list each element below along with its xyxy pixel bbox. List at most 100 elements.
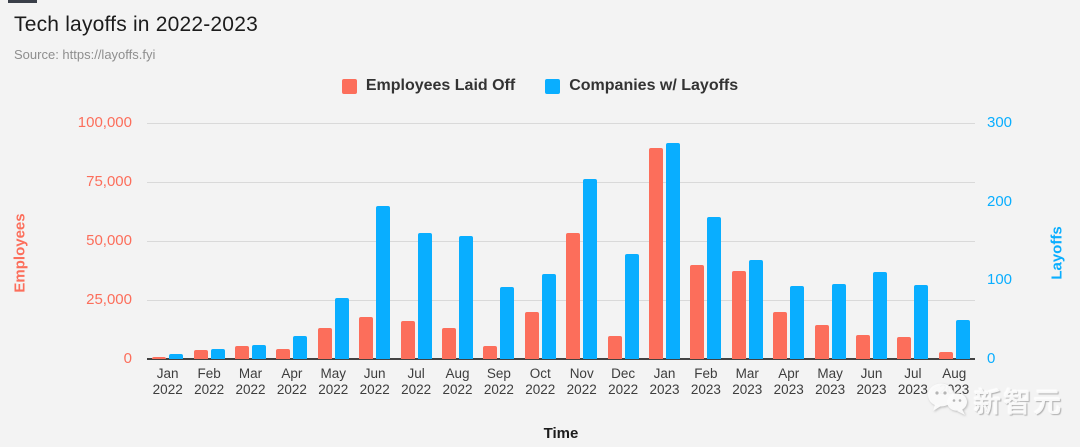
bar-companies-with-layoffs: [169, 354, 184, 359]
chart-legend: Employees Laid Off Companies w/ Layoffs: [0, 77, 1080, 95]
x-tick-month: Aug: [445, 366, 470, 381]
bar-employees-laid-off: [607, 336, 622, 359]
bar-companies-with-layoffs: [955, 320, 970, 359]
bar-group-apr-2023: [768, 123, 809, 359]
x-tick-year: 2022: [235, 382, 266, 397]
x-tick-label: Jul 2022: [395, 366, 436, 398]
bar-companies-with-layoffs: [831, 284, 846, 359]
y-axis-right-title: Layoffs: [1048, 226, 1066, 280]
chart-source: Source: https://layoffs.fyi: [14, 47, 156, 62]
x-tick-label: Aug 2022: [437, 366, 478, 398]
bar-companies-with-layoffs: [541, 274, 556, 359]
x-tick-month: Apr: [281, 366, 303, 381]
x-tick-year: 2022: [276, 382, 307, 397]
x-tick-month: Nov: [569, 366, 594, 381]
bar-companies-with-layoffs: [376, 205, 391, 359]
x-tick-year: 2022: [608, 382, 639, 397]
bar-employees-laid-off: [566, 232, 581, 359]
bar-group-sep-2022: [478, 123, 519, 359]
bar-group-jul-2022: [395, 123, 436, 359]
wechat-bubbles-icon: [926, 378, 970, 423]
x-tick-month: Sep: [486, 366, 511, 381]
bar-group-jun-2023: [851, 123, 892, 359]
bar-group-jul-2023: [892, 123, 933, 359]
x-tick-month: Jan: [653, 366, 676, 381]
bar-employees-laid-off: [938, 351, 953, 359]
x-tick-label: Apr 2023: [768, 366, 809, 398]
x-tick-month: Feb: [197, 366, 221, 381]
bar-companies-with-layoffs: [872, 271, 887, 359]
x-tick-year: 2022: [318, 382, 349, 397]
y-axis-left-title: Employees: [11, 213, 29, 293]
watermark-text: 新智元: [974, 388, 1064, 418]
y-tick-label-right: 200: [987, 192, 1013, 210]
bar-employees-laid-off: [814, 324, 829, 359]
x-tick-label: Nov 2022: [561, 366, 602, 398]
bar-group-mar-2022: [230, 123, 271, 359]
x-tick-label: Jan 2022: [147, 366, 188, 398]
bar-employees-laid-off: [441, 327, 456, 359]
bar-group-feb-2023: [685, 123, 726, 359]
bar-companies-with-layoffs: [665, 143, 680, 359]
screenshot-artifact: [8, 0, 37, 3]
bar-employees-laid-off: [317, 328, 332, 359]
bar-group-feb-2022: [188, 123, 229, 359]
bar-group-jun-2022: [354, 123, 395, 359]
x-tick-year: 2023: [815, 382, 846, 397]
y-tick-label-left: 75,000: [86, 173, 132, 190]
bar-group-jan-2023: [644, 123, 685, 359]
y-tick-label-left: 100,000: [77, 114, 132, 131]
x-tick-month: Jul: [904, 366, 922, 381]
bar-companies-with-layoffs: [748, 259, 763, 359]
legend-swatch: [545, 78, 561, 94]
bar-group-mar-2023: [727, 123, 768, 359]
bar-companies-with-layoffs: [914, 285, 929, 359]
x-axis-line: [147, 358, 975, 360]
y-tick-label-left: 50,000: [86, 232, 132, 249]
x-tick-month: Jul: [407, 366, 425, 381]
x-tick-label: Mar 2022: [230, 366, 271, 398]
bar-employees-laid-off: [483, 346, 498, 359]
bar-employees-laid-off: [690, 264, 705, 359]
x-tick-year: 2022: [442, 382, 473, 397]
bar-companies-with-layoffs: [500, 286, 515, 359]
x-tick-label: Feb 2022: [188, 366, 229, 398]
x-tick-label: Feb 2023: [685, 366, 726, 398]
x-tick-label: Jan 2023: [644, 366, 685, 398]
legend-item: Employees Laid Off: [341, 77, 515, 95]
x-tick-label: Jun 2022: [354, 366, 395, 398]
x-tick-label: Apr 2022: [271, 366, 312, 398]
x-tick-month: Oct: [529, 366, 551, 381]
bar-companies-with-layoffs: [210, 348, 225, 359]
x-axis-title: Time: [543, 425, 579, 442]
bar-companies-with-layoffs: [417, 233, 432, 359]
x-tick-label: Dec 2022: [602, 366, 643, 398]
x-tick-label: May 2022: [313, 366, 354, 398]
x-tick-year: 2023: [732, 382, 763, 397]
x-tick-month: Jun: [860, 366, 883, 381]
bar-group-aug-2023: [934, 123, 975, 359]
x-tick-month: Aug: [942, 366, 967, 381]
legend-item: Companies w/ Layoffs: [545, 77, 738, 95]
x-tick-year: 2022: [194, 382, 225, 397]
x-tick-label: Jun 2023: [851, 366, 892, 398]
bar-employees-laid-off: [276, 349, 291, 359]
x-tick-month: Mar: [735, 366, 759, 381]
x-tick-year: 2022: [359, 382, 390, 397]
x-tick-label: Sep 2022: [478, 366, 519, 398]
bar-employees-laid-off: [897, 336, 912, 359]
x-tick-month: Jun: [363, 366, 386, 381]
bar-group-oct-2022: [520, 123, 561, 359]
bar-employees-laid-off: [731, 270, 746, 359]
x-tick-year: 2022: [566, 382, 597, 397]
y-tick-label-left: 25,000: [86, 291, 132, 308]
bar-companies-with-layoffs: [251, 344, 266, 359]
x-tick-year: 2023: [897, 382, 928, 397]
bar-group-aug-2022: [437, 123, 478, 359]
gridline: [147, 300, 975, 301]
x-tick-year: 2023: [649, 382, 680, 397]
bar-employees-laid-off: [855, 334, 870, 359]
y-tick-label-left: 0: [123, 350, 132, 367]
gridline: [147, 123, 975, 124]
